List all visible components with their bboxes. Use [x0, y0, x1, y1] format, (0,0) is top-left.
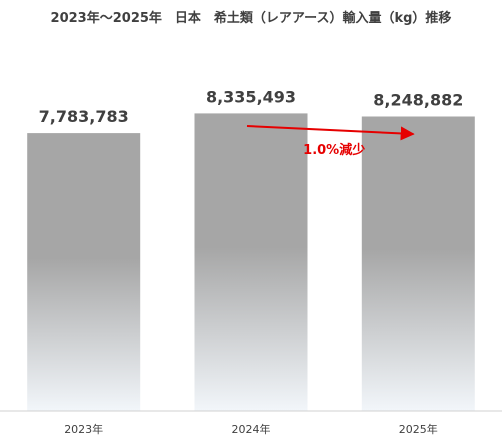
bar-2025年	[361, 116, 475, 411]
x-tick-labels-group: 2023年 2024年 2025年	[64, 422, 438, 436]
bar-2023年	[27, 133, 141, 411]
bars-group	[27, 113, 475, 412]
value-labels-group: 7,783,783 8,335,493 8,248,882	[39, 87, 464, 126]
trend-arrow	[246, 125, 415, 141]
x-tick-label-2023年: 2023年	[64, 422, 103, 436]
trend-annotation: 1.0%減少	[303, 142, 365, 158]
x-tick-label-2025年: 2025年	[399, 422, 438, 436]
bar-2024年	[194, 113, 308, 412]
value-label-2023年: 7,783,783	[39, 107, 129, 126]
x-tick-label-2024年: 2024年	[232, 422, 271, 436]
value-label-2025年: 8,248,882	[373, 91, 463, 110]
value-label-2024年: 8,335,493	[206, 87, 296, 106]
chart-title: 2023年～2025年 日本 希土類（レアアース）輸入量（kg）推移	[51, 10, 452, 26]
